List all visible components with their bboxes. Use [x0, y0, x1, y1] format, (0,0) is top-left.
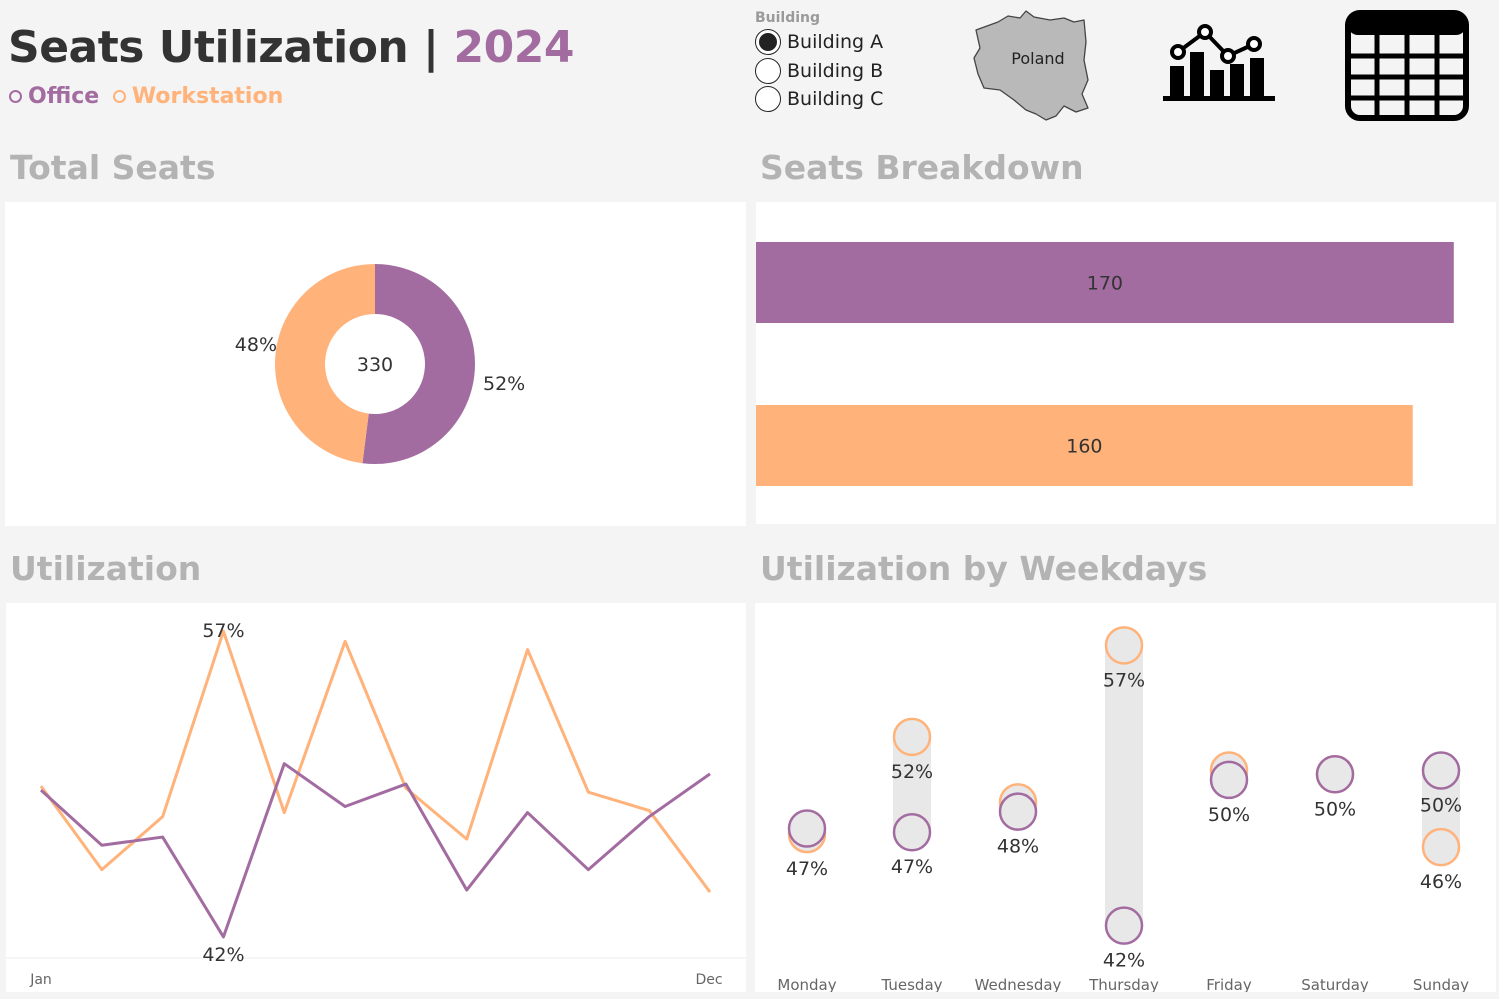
legend-office-label: Office: [28, 84, 100, 109]
building-filter-label: Building: [755, 10, 821, 26]
x-tick-label-first: Jan: [29, 972, 52, 988]
seats-breakdown-panel: 170 160: [756, 202, 1496, 524]
bar-workstation: [756, 405, 1413, 486]
x-tick-label-last: Dec: [695, 972, 722, 988]
radio-building-a[interactable]: Building A: [755, 28, 883, 57]
bar-label-office: 170: [1087, 273, 1123, 295]
utilization-line-chart: 57% 42% Jan Dec: [6, 620, 746, 988]
legend-workstation-label: Workstation: [131, 84, 284, 109]
legend-office: Office: [9, 84, 99, 109]
radio-unselected-icon: [755, 86, 781, 113]
point-office-saturday: [1315, 755, 1355, 794]
line-annotation-workstation: 57%: [202, 620, 244, 642]
point-office-monday: [787, 809, 827, 848]
bar-label-workstation: 160: [1066, 436, 1102, 458]
map-label: Poland: [1011, 49, 1064, 68]
donut-center-total: 330: [357, 354, 393, 376]
point-office-tuesday: [892, 812, 932, 852]
dot-label-saturday: 50%: [1314, 798, 1356, 820]
donut-slice-workstation: [275, 264, 375, 464]
legend-workstation: Workstation: [112, 84, 284, 109]
point-office-thursday: [1104, 906, 1144, 945]
poland-map-icon[interactable]: Poland: [968, 8, 1096, 124]
point-office-sunday: [1421, 751, 1461, 790]
section-title-seats-breakdown: Seats Breakdown: [760, 148, 1084, 187]
weekday-label-sunday: Sunday: [1413, 976, 1469, 992]
map-shape: [973, 10, 1089, 121]
weekday-label-monday: Monday: [777, 976, 836, 992]
trend-line-icon: [1176, 29, 1255, 59]
radio-building-a-label: Building A: [787, 31, 884, 54]
radio-unselected-icon: [755, 57, 781, 84]
page-title: Seats Utilization | 2024: [8, 22, 574, 73]
series-line-workstation: [39, 629, 712, 893]
total-seats-panel: 52% 48% 330: [5, 202, 746, 526]
table-grid-icon[interactable]: [1344, 9, 1470, 122]
radio-building-c-label: Building C: [787, 88, 884, 111]
section-title-total-seats: Total Seats: [10, 148, 216, 187]
radio-building-c[interactable]: Building C: [755, 85, 883, 114]
dot-label-tuesday: 52%: [891, 761, 933, 783]
radio-building-b-label: Building B: [787, 59, 884, 82]
point-workstation-sunday: [1421, 827, 1461, 867]
range-band-thursday: [1105, 645, 1143, 926]
line-annotation-office: 42%: [202, 944, 244, 966]
donut-slice-label-office: 52%: [483, 373, 525, 395]
series-line-office: [39, 762, 711, 939]
weekday-label-thursday: Thursday: [1088, 976, 1159, 992]
donut-slice-label-workstation: 48%: [235, 334, 277, 356]
point-workstation-thursday: [1104, 626, 1144, 665]
utilization-panel: 57% 42% Jan Dec: [6, 603, 746, 992]
donut-slice-office: [362, 264, 476, 464]
point-workstation-tuesday: [892, 717, 932, 757]
dot-label-monday: 47%: [786, 858, 828, 880]
dot-label-thursday: 42%: [1103, 950, 1145, 972]
analytics-chart-icon[interactable]: [1160, 22, 1278, 104]
legend-office-ring-icon: [9, 90, 22, 103]
section-title-utilization: Utilization: [10, 549, 202, 588]
color-legend: Office Workstation: [9, 84, 289, 109]
dot-label-wednesday: 48%: [997, 836, 1039, 858]
weekday-label-saturday: Saturday: [1301, 976, 1369, 992]
utilization-weekdays-dot-chart: 47% Monday 52% 47% Tuesday 48% Wednesday 57% 42%…: [777, 626, 1469, 994]
point-office-wednesday: [998, 792, 1038, 831]
seats-breakdown-bar-chart: 170 160: [756, 242, 1454, 486]
bars-icon: [1163, 52, 1275, 101]
dot-label-sunday: 46%: [1420, 871, 1462, 893]
building-filter: Building Building A Building B Building …: [755, 10, 883, 114]
title-text: Seats Utilization |: [8, 22, 439, 73]
dot-label-thursday: 57%: [1103, 669, 1145, 691]
dot-label-tuesday: 47%: [891, 856, 933, 878]
title-year: 2024: [453, 22, 574, 73]
weekday-label-friday: Friday: [1206, 976, 1252, 992]
total-seats-donut-chart: 52% 48% 330: [235, 264, 525, 464]
utilization-weekdays-panel: 47% Monday 52% 47% Tuesday 48% Wednesday 57% 42%…: [755, 603, 1496, 994]
legend-workstation-ring-icon: [112, 90, 126, 103]
point-office-friday: [1209, 760, 1249, 800]
dot-label-friday: 50%: [1208, 804, 1250, 826]
section-title-utilization-weekdays: Utilization by Weekdays: [760, 549, 1208, 588]
radio-building-b[interactable]: Building B: [755, 57, 883, 86]
radio-selected-icon: [755, 29, 781, 56]
weekday-label-tuesday: Tuesday: [880, 976, 942, 992]
trend-points-icon: [1170, 24, 1262, 64]
bar-office: [756, 242, 1454, 323]
dot-label-sunday: 50%: [1420, 795, 1462, 817]
weekday-label-wednesday: Wednesday: [975, 976, 1062, 992]
